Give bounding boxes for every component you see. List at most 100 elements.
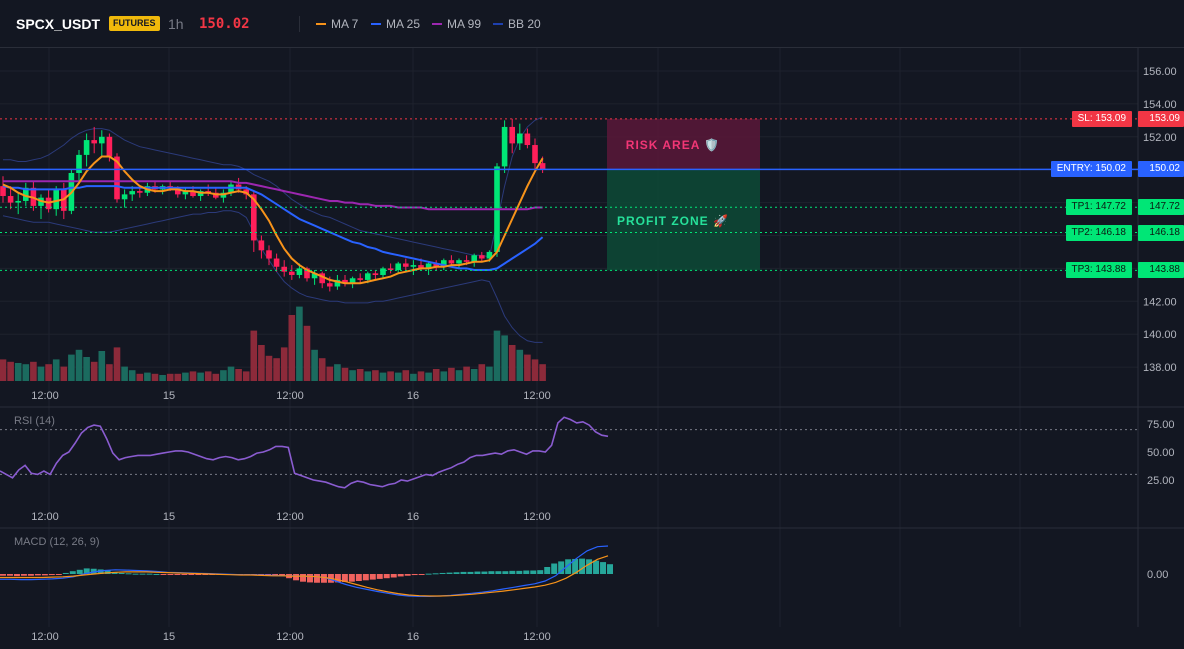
candle (319, 271, 325, 289)
macd-histogram-bar (132, 573, 139, 575)
candle-body (501, 126, 508, 167)
macd-axis-label: 0.00 (1147, 569, 1168, 581)
legend-ma99[interactable]: MA 99 (432, 16, 481, 32)
macd-histogram-bar (565, 559, 572, 574)
tp2-price-tag: 146.18 (1138, 224, 1184, 241)
candle-body (532, 145, 538, 164)
candle-body (296, 268, 303, 275)
candle-body (7, 196, 14, 203)
timeframe-label[interactable]: 1h (168, 16, 184, 32)
time-axis-label: 12:00 (523, 390, 551, 402)
time-axis-label: 12:00 (523, 631, 551, 643)
candle-body (509, 126, 515, 144)
volume-bar (311, 349, 318, 381)
candle (342, 274, 348, 287)
volume-bar (539, 364, 546, 381)
macd-histogram-bar (265, 574, 272, 576)
candle (258, 235, 265, 259)
volume-bar (90, 361, 98, 381)
macd-histogram-bar (125, 573, 132, 575)
chart-header: SPCX_USDT FUTURES 1h 150.02 MA 7 MA 25 M… (0, 0, 1184, 48)
macd-histogram-bar (279, 574, 286, 577)
volume-bar (303, 325, 311, 381)
legend-ma7[interactable]: MA 7 (316, 16, 358, 32)
price-axis-label: 154.00 (1143, 99, 1177, 111)
tp3-label-tag[interactable]: TP3: 143.88 (1065, 262, 1132, 279)
candle-body (372, 273, 379, 275)
candle (15, 192, 21, 215)
volume-bar (265, 355, 273, 381)
sl-price-tag: 153.09 (1138, 110, 1184, 127)
ma7-swatch (316, 22, 326, 25)
candle (83, 133, 90, 167)
candle (532, 138, 538, 170)
macd-histogram-bar (83, 568, 90, 574)
macd-histogram-bar (307, 574, 313, 583)
sl-label-tag[interactable]: SL: 153.09 (1071, 110, 1132, 127)
candle-body (517, 133, 523, 144)
volume-bar (212, 373, 220, 381)
candle-body (182, 191, 189, 195)
candle-body (23, 187, 29, 201)
macd-histogram-bar (537, 570, 544, 574)
grid-lines (0, 48, 1184, 627)
time-axis-label: 12:00 (276, 390, 304, 402)
macd-histogram-bar (48, 574, 55, 576)
volume-bar (14, 363, 22, 381)
volume-bar (531, 359, 539, 381)
volume-bar (166, 373, 174, 381)
legend-ma25[interactable]: MA 25 (371, 16, 420, 32)
futures-badge: FUTURES (109, 16, 160, 31)
macd-histogram-bar (607, 564, 613, 574)
price-axis-label: 140.00 (1143, 329, 1177, 341)
candle-body (121, 194, 128, 200)
volume-bar (440, 371, 448, 381)
tp1-label-tag[interactable]: TP1: 147.72 (1065, 199, 1132, 216)
profit-zone-label: PROFIT ZONE 🚀 (617, 214, 729, 228)
macd-histogram-bar (118, 572, 125, 574)
time-axis-label: 16 (407, 631, 419, 643)
symbol-name[interactable]: SPCX_USDT (16, 16, 101, 32)
macd-histogram-bar (341, 574, 348, 583)
macd-histogram-bar (369, 574, 376, 580)
candle-body (304, 268, 310, 279)
candle (266, 245, 272, 266)
volume-bar (128, 370, 136, 381)
volume-bar (242, 371, 250, 381)
bollinger-bands (2, 116, 543, 343)
trade-zones (607, 118, 760, 271)
candle (121, 189, 128, 208)
macd-signal-line (0, 555, 609, 597)
volume-bar (455, 370, 463, 381)
entry-label-tag[interactable]: ENTRY: 150.02 (1050, 161, 1132, 178)
candle-body (289, 271, 295, 275)
candle (357, 273, 363, 284)
legend-bb20-label: BB 20 (508, 17, 541, 31)
time-axis-label: 12:00 (31, 631, 59, 643)
candle-body (53, 189, 59, 210)
volume-bar (425, 372, 432, 381)
macd-histogram-bar (355, 574, 362, 581)
volume-bar (486, 366, 493, 381)
candle (456, 258, 462, 269)
candle-body (91, 140, 97, 144)
volume-bars (0, 306, 546, 381)
candle-body (175, 187, 181, 195)
candle (501, 120, 508, 173)
ma99-line (3, 180, 543, 211)
rsi-pane-label: RSI (14) (14, 415, 55, 427)
candle-body (441, 260, 447, 267)
candle-body (327, 283, 333, 287)
tp2-label-tag[interactable]: TP2: 146.18 (1065, 224, 1132, 241)
bb-upper-line (3, 116, 543, 258)
legend-bb20[interactable]: BB 20 (493, 16, 541, 32)
candle-body (463, 260, 470, 262)
volume-bar (402, 370, 410, 381)
macd-histogram-bar (111, 571, 118, 574)
time-axis-label: 12:00 (523, 511, 551, 523)
candle-body (281, 266, 287, 272)
volume-bar (151, 373, 159, 381)
candle-body (418, 265, 424, 269)
volume-bar (204, 371, 212, 381)
